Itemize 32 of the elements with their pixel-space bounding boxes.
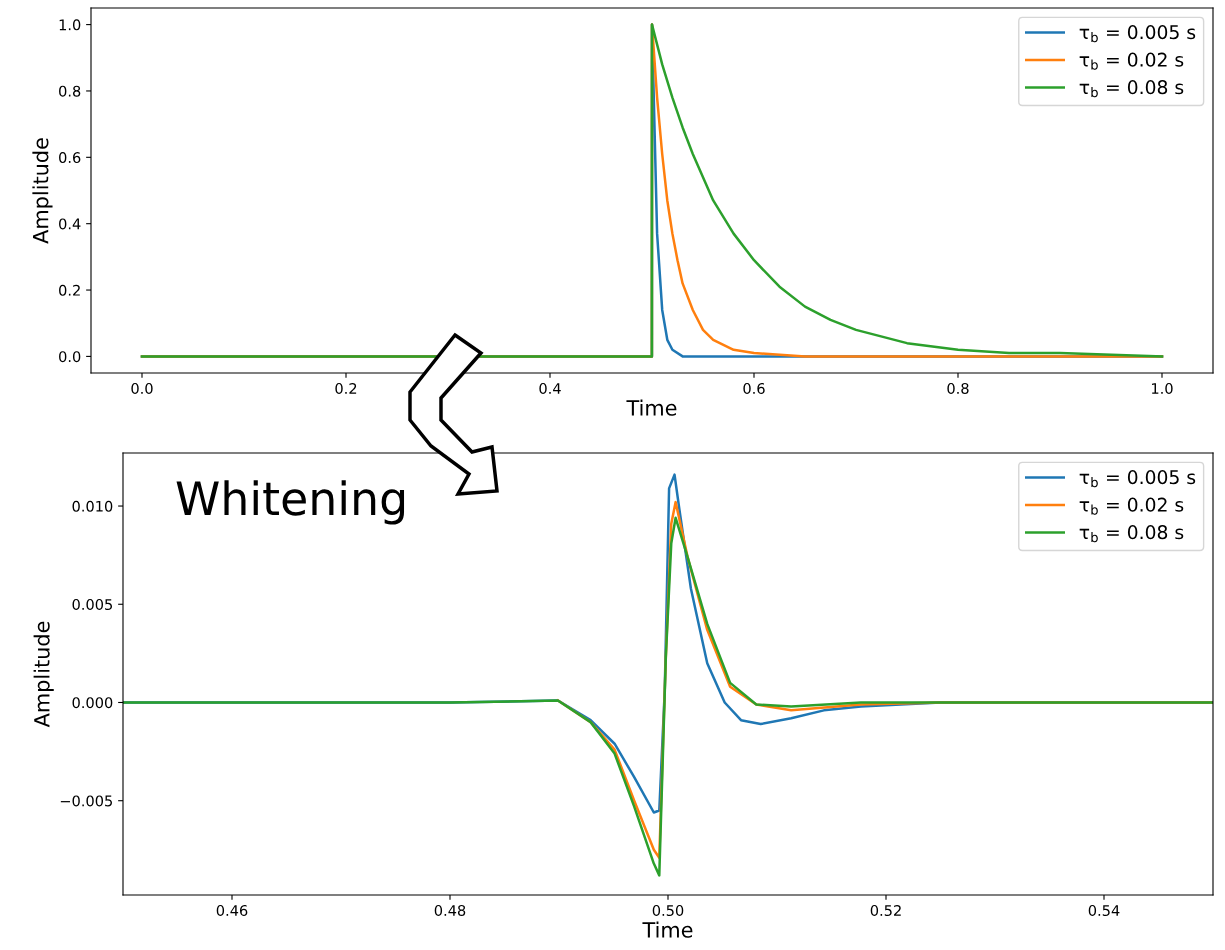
x-axis-title: Time (642, 921, 693, 938)
x-tick-label: 0.2 (335, 382, 357, 395)
legend-label: τ$_{b}$ = 0.08 s (1079, 80, 1184, 98)
y-tick-label: 0.4 (59, 218, 81, 230)
legend-label: τ$_{b}$ = 0.005 s (1079, 25, 1196, 43)
x-tick-label: 0.6 (743, 382, 765, 395)
y-tick-label: 0.000 (72, 697, 113, 709)
x-tick-label: 0.8 (947, 382, 969, 395)
y-tick-label: 0.6 (59, 152, 81, 164)
y-axis-title: Amplitude (32, 138, 53, 244)
annotation: Whitening (176, 480, 405, 525)
y-tick-label: 0.010 (72, 500, 113, 512)
legend-label: τ$_{b}$ = 0.02 s (1079, 497, 1184, 515)
y-tick-label: 0.0 (59, 351, 81, 363)
x-tick-label: 0.50 (652, 904, 684, 917)
legend-label: τ$_{b}$ = 0.08 s (1079, 525, 1184, 543)
x-tick-label: 0.0 (131, 382, 153, 395)
legend-label: τ$_{b}$ = 0.005 s (1079, 470, 1196, 488)
legend-label: τ$_{b}$ = 0.02 s (1079, 52, 1184, 70)
y-tick-label: 0.8 (59, 85, 81, 97)
y-tick-label: 1.0 (59, 19, 81, 31)
y-tick-label: −0.005 (60, 795, 112, 807)
y-axis-title: Amplitude (33, 621, 54, 728)
x-tick-label: 1.0 (1152, 382, 1173, 395)
x-tick-label: 0.48 (434, 904, 466, 917)
y-tick-label: 0.005 (72, 598, 112, 611)
x-tick-label: 0.46 (216, 904, 248, 917)
x-axis-title: Time (626, 399, 677, 416)
y-tick-label: 0.2 (59, 284, 80, 296)
x-tick-label: 0.54 (1088, 904, 1120, 917)
x-tick-label: 0.4 (539, 382, 561, 395)
x-tick-label: 0.52 (870, 904, 901, 917)
